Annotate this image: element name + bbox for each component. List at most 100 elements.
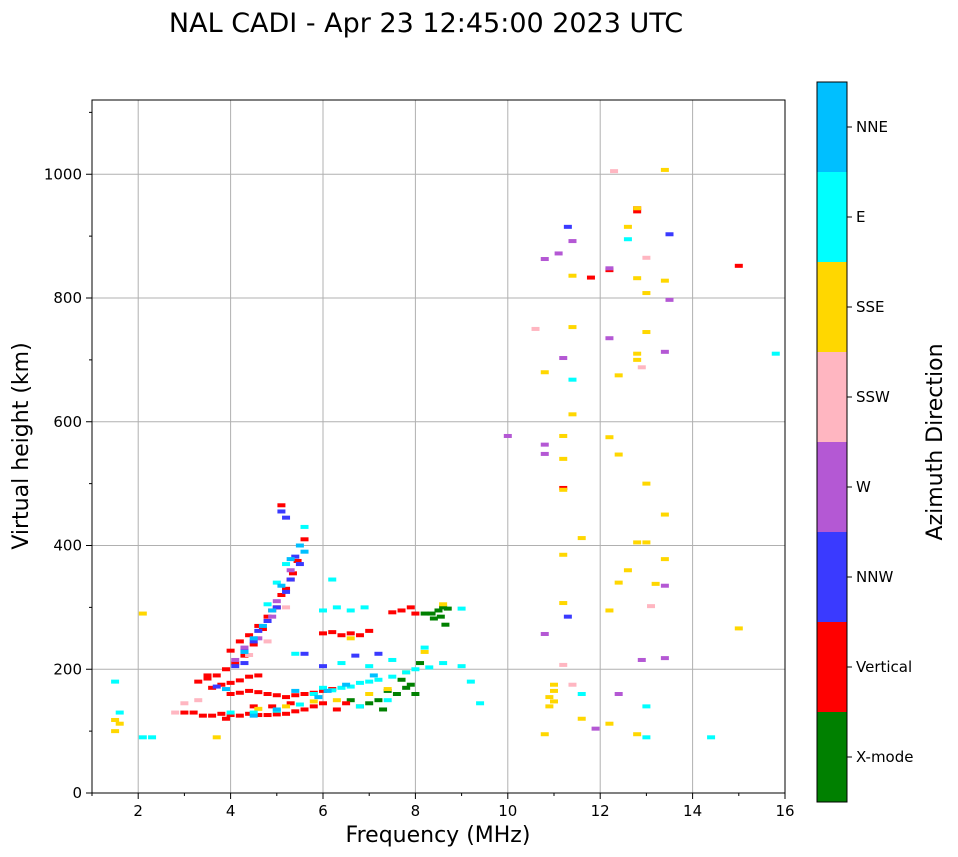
data-point bbox=[665, 297, 674, 302]
y-axis: 0 200 400 600 800 1000 bbox=[44, 111, 92, 802]
data-point bbox=[660, 656, 669, 661]
data-point bbox=[633, 357, 642, 362]
data-point bbox=[388, 657, 397, 662]
data-point bbox=[443, 606, 452, 611]
data-point bbox=[111, 717, 120, 722]
data-point bbox=[282, 605, 291, 610]
data-point bbox=[651, 581, 660, 586]
data-point bbox=[439, 661, 448, 666]
data-point bbox=[577, 716, 586, 721]
data-point bbox=[633, 206, 642, 211]
data-point bbox=[642, 330, 651, 335]
data-point bbox=[245, 653, 254, 658]
data-point bbox=[272, 599, 281, 604]
data-point bbox=[189, 710, 198, 715]
data-point bbox=[360, 605, 369, 610]
data-point bbox=[221, 667, 230, 672]
data-point bbox=[231, 657, 240, 662]
data-point bbox=[258, 627, 267, 632]
data-point bbox=[235, 639, 244, 644]
data-point bbox=[665, 232, 674, 237]
data-point bbox=[272, 580, 281, 585]
data-point bbox=[411, 692, 420, 696]
data-point bbox=[614, 373, 623, 378]
colorbar-segment bbox=[817, 172, 847, 262]
data-point bbox=[314, 695, 323, 700]
x-tick-label: 8 bbox=[411, 802, 421, 820]
data-point bbox=[282, 711, 291, 716]
series-vertical bbox=[180, 206, 743, 721]
data-point bbox=[286, 568, 295, 573]
data-point bbox=[614, 692, 623, 696]
data-point bbox=[240, 645, 249, 650]
data-point bbox=[295, 702, 304, 707]
data-point bbox=[374, 677, 383, 682]
x-axis: 2 4 6 8 10 12 14 16 bbox=[91, 793, 795, 820]
data-point bbox=[623, 237, 632, 242]
data-point bbox=[605, 608, 614, 613]
data-point bbox=[406, 605, 415, 610]
data-point bbox=[466, 679, 475, 684]
data-point bbox=[554, 251, 563, 256]
data-point bbox=[374, 651, 383, 656]
data-point bbox=[263, 713, 272, 718]
data-point bbox=[180, 710, 189, 715]
data-point bbox=[577, 536, 586, 541]
colorbar-tick-label: E bbox=[856, 208, 865, 226]
y-tick-label: 200 bbox=[53, 660, 82, 678]
data-point bbox=[586, 275, 595, 280]
data-point bbox=[436, 614, 445, 619]
data-point bbox=[282, 704, 291, 709]
series-sse bbox=[111, 167, 743, 740]
data-point bbox=[332, 698, 341, 703]
data-point bbox=[559, 433, 568, 438]
data-point bbox=[614, 580, 623, 585]
x-tick-label: 4 bbox=[226, 802, 236, 820]
data-point bbox=[291, 688, 300, 693]
data-point bbox=[559, 601, 568, 606]
data-point bbox=[605, 266, 614, 271]
data-point bbox=[221, 716, 230, 721]
data-point bbox=[374, 698, 383, 703]
data-point bbox=[397, 677, 406, 682]
data-point bbox=[254, 623, 263, 628]
data-point bbox=[332, 707, 341, 712]
series-x-mode bbox=[346, 605, 452, 712]
data-point bbox=[660, 167, 669, 172]
data-point bbox=[231, 664, 240, 669]
data-point bbox=[323, 688, 332, 693]
data-point bbox=[559, 552, 568, 557]
x-tick-label: 2 bbox=[133, 802, 143, 820]
data-point bbox=[328, 577, 337, 582]
data-points bbox=[111, 167, 780, 740]
chart-title: NAL CADI - Apr 23 12:45:00 2023 UTC bbox=[169, 8, 683, 39]
data-point bbox=[226, 713, 235, 718]
data-point bbox=[337, 633, 346, 638]
data-point bbox=[563, 224, 572, 229]
x-tick-label: 10 bbox=[498, 802, 517, 820]
data-point bbox=[383, 698, 392, 703]
colorbar-frame bbox=[816, 81, 848, 803]
data-point bbox=[365, 701, 374, 706]
x-tick-label: 12 bbox=[591, 802, 610, 820]
data-point bbox=[180, 701, 189, 706]
data-point bbox=[254, 690, 263, 695]
data-point bbox=[545, 704, 554, 709]
data-point bbox=[309, 699, 318, 704]
data-point bbox=[286, 577, 295, 582]
data-point bbox=[337, 685, 346, 690]
data-point bbox=[293, 558, 302, 563]
data-point bbox=[249, 704, 258, 709]
data-point bbox=[771, 351, 780, 356]
data-point bbox=[319, 701, 327, 706]
data-point bbox=[342, 701, 351, 706]
data-point bbox=[346, 684, 355, 689]
data-point bbox=[623, 224, 632, 229]
data-point bbox=[245, 674, 254, 679]
data-point bbox=[245, 711, 254, 716]
y-tick-label: 400 bbox=[53, 537, 82, 555]
data-point bbox=[642, 255, 651, 260]
data-point bbox=[637, 365, 646, 370]
y-tick-label: 1000 bbox=[44, 165, 82, 183]
data-point bbox=[365, 679, 374, 684]
